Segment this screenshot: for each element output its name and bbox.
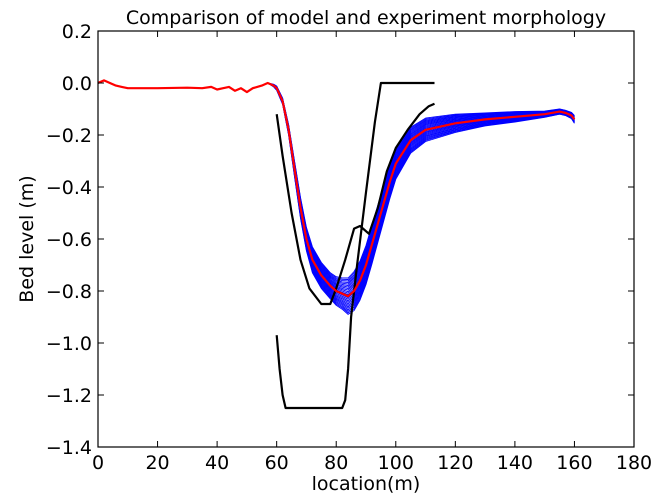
y-tick-label: −0.8 — [46, 281, 92, 303]
x-axis-label: location(m) — [312, 473, 421, 495]
chart-title: Comparison of model and experiment morph… — [126, 7, 606, 29]
plot-area — [98, 79, 576, 410]
x-tick-label: 60 — [265, 452, 289, 474]
experiment-line-initial — [275, 81, 435, 410]
x-tick-label: 80 — [324, 452, 348, 474]
y-tick-label: −0.4 — [46, 177, 92, 199]
mean-line — [98, 79, 576, 298]
y-axis-label: Bed level (m) — [16, 175, 38, 302]
y-tick-label: 0.0 — [62, 73, 92, 95]
y-tick-label: −1.2 — [46, 385, 92, 407]
x-tick-label: 0 — [92, 452, 104, 474]
experiment-line-final — [275, 102, 435, 306]
y-tick-label: −0.2 — [46, 125, 92, 147]
x-tick-label: 100 — [378, 452, 414, 474]
y-tick-label: −1.4 — [46, 437, 92, 459]
x-tick-label: 160 — [556, 452, 592, 474]
axis-ticks: 0 20 40 60 80 100 120 140 160 180 −1.4 −1.2 −1.0 −0.8… — [46, 21, 652, 474]
x-tick-label: 180 — [616, 452, 652, 474]
y-tick-label: −1.0 — [46, 333, 92, 355]
x-tick-label: 20 — [145, 452, 169, 474]
plot-frame — [97, 30, 635, 448]
x-tick-label: 120 — [437, 452, 473, 474]
y-tick-label: 0.2 — [62, 21, 92, 43]
x-tick-label: 40 — [205, 452, 229, 474]
x-tick-label: 140 — [497, 452, 533, 474]
y-tick-label: −0.6 — [46, 229, 92, 251]
